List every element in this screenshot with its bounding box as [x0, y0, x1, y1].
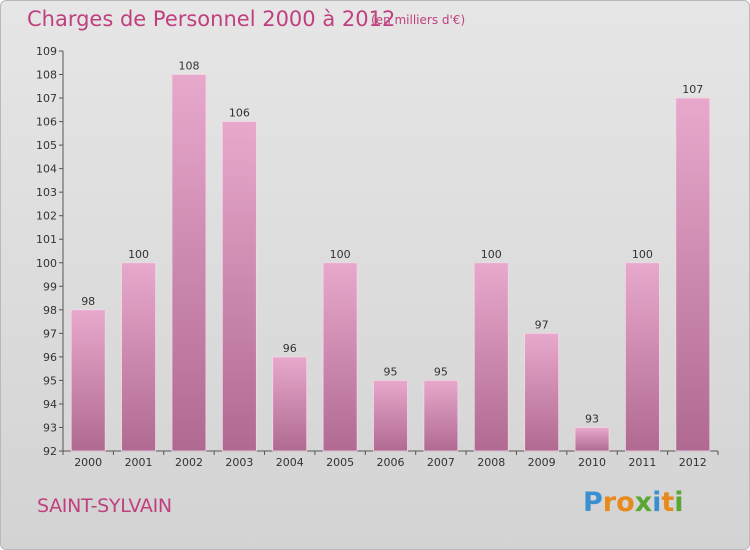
x-tick-label-2001: 2001 [125, 456, 153, 469]
city-name: SAINT-SYLVAIN [37, 495, 172, 517]
bar-2004 [272, 356, 308, 452]
bar-2012 [675, 97, 711, 452]
logo-letter: t [661, 487, 675, 518]
y-tick-label: 100 [36, 257, 57, 270]
y-tick-label: 104 [36, 163, 57, 176]
x-tick-label-2006: 2006 [377, 456, 405, 469]
bar-2005 [322, 262, 358, 452]
x-tick-label-2011: 2011 [628, 456, 656, 469]
data-label-2008: 100 [481, 248, 502, 261]
x-tick-label-2000: 2000 [74, 456, 102, 469]
bar-2009 [524, 332, 560, 452]
x-tick-label-2002: 2002 [175, 456, 203, 469]
x-tick-label-2004: 2004 [276, 456, 304, 469]
bar-2011 [625, 262, 660, 452]
logo-letter: i [652, 487, 662, 518]
x-tick-label-2007: 2007 [427, 456, 455, 469]
x-tick-label-2012: 2012 [679, 456, 707, 469]
y-tick-label: 106 [36, 116, 57, 129]
y-tick-label: 109 [36, 45, 57, 58]
x-tick-label-2009: 2009 [528, 456, 556, 469]
bar-2010 [574, 427, 610, 452]
bar-2007 [423, 380, 459, 452]
x-tick-label-2008: 2008 [477, 456, 505, 469]
data-label-2002: 108 [178, 60, 199, 73]
data-label-2006: 95 [384, 365, 398, 378]
bar-2002 [171, 74, 207, 452]
y-tick-label: 107 [36, 92, 57, 105]
y-tick-label: 94 [43, 398, 57, 411]
logo-letter: r [602, 487, 617, 518]
y-tick-label: 95 [43, 374, 57, 387]
data-label-2000: 98 [81, 295, 95, 308]
data-label-2003: 106 [229, 107, 250, 120]
bar-2003 [221, 121, 257, 452]
x-tick-label-2005: 2005 [326, 456, 354, 469]
y-tick-label: 92 [43, 445, 57, 458]
y-tick-label: 99 [43, 280, 57, 293]
proxiti-logo: Proxiti [583, 487, 684, 518]
chart-title: Charges de Personnel 2000 à 2012 [27, 7, 396, 31]
axes: 92 93 94 95 96 97 98 99 100 101 102 103 104 105 106 107… [36, 45, 719, 469]
y-tick-label: 93 [43, 421, 57, 434]
x-tick-label-2010: 2010 [578, 456, 606, 469]
y-tick-label: 98 [43, 304, 57, 317]
data-labels: 98 100 108 106 96 100 95 95 100 97 93 100 107 [81, 60, 703, 426]
bar-2000 [70, 309, 106, 452]
x-tick-label-2003: 2003 [225, 456, 253, 469]
bar-2006 [373, 380, 408, 452]
y-tick-label: 97 [43, 327, 57, 340]
data-label-2009: 97 [535, 318, 549, 331]
y-tick-label: 103 [36, 186, 57, 199]
y-tick-label: 105 [36, 139, 57, 152]
logo-letter: i [674, 487, 684, 518]
data-label-2005: 100 [330, 248, 351, 261]
bars [70, 74, 711, 452]
y-tick-label: 102 [36, 210, 57, 223]
logo-letter: o [616, 487, 635, 518]
data-label-2001: 100 [128, 248, 149, 261]
data-label-2010: 93 [585, 412, 599, 425]
logo-letter: x [634, 487, 653, 518]
y-tick-label: 96 [43, 351, 57, 364]
bar-2001 [121, 262, 156, 452]
logo-letter: P [583, 487, 603, 518]
y-tick-label: 108 [36, 69, 57, 82]
chart-subtitle: (en milliers d'€) [371, 13, 466, 27]
data-label-2012: 107 [682, 83, 703, 96]
data-label-2007: 95 [434, 365, 448, 378]
bar-2008 [473, 262, 509, 452]
data-label-2004: 96 [283, 342, 297, 355]
data-label-2011: 100 [632, 248, 653, 261]
y-tick-label: 101 [36, 233, 57, 246]
